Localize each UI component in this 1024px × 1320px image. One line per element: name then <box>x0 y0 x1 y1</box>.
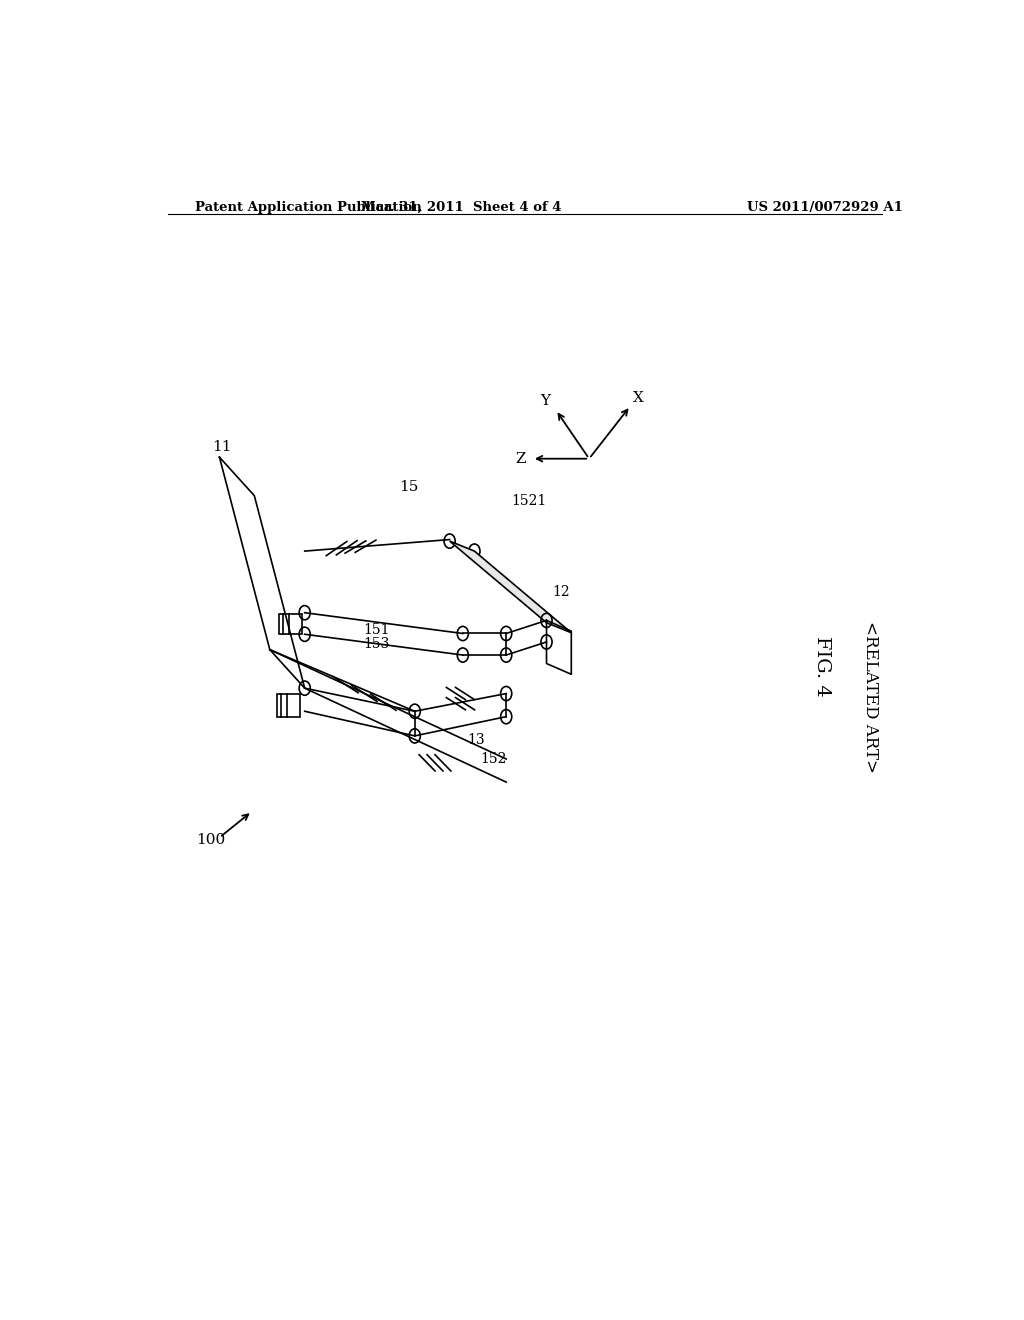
Text: 1521: 1521 <box>512 494 547 508</box>
Text: 13: 13 <box>467 733 485 747</box>
Text: Patent Application Publication: Patent Application Publication <box>196 201 422 214</box>
Text: Y: Y <box>541 393 551 408</box>
Text: 11: 11 <box>212 440 231 454</box>
Text: 15: 15 <box>399 480 419 494</box>
Text: X: X <box>633 391 644 405</box>
Polygon shape <box>450 541 571 632</box>
Text: 12: 12 <box>553 585 570 599</box>
Text: Z: Z <box>516 451 526 466</box>
Text: 153: 153 <box>362 638 389 651</box>
Text: <RELATED ART>: <RELATED ART> <box>861 622 879 774</box>
Text: 100: 100 <box>197 833 225 846</box>
Text: US 2011/0072929 A1: US 2011/0072929 A1 <box>748 201 903 214</box>
Text: Mar. 31, 2011  Sheet 4 of 4: Mar. 31, 2011 Sheet 4 of 4 <box>361 201 561 214</box>
Text: 151: 151 <box>362 623 389 638</box>
Text: FIG. 4: FIG. 4 <box>813 636 831 697</box>
Text: 152: 152 <box>480 752 507 766</box>
